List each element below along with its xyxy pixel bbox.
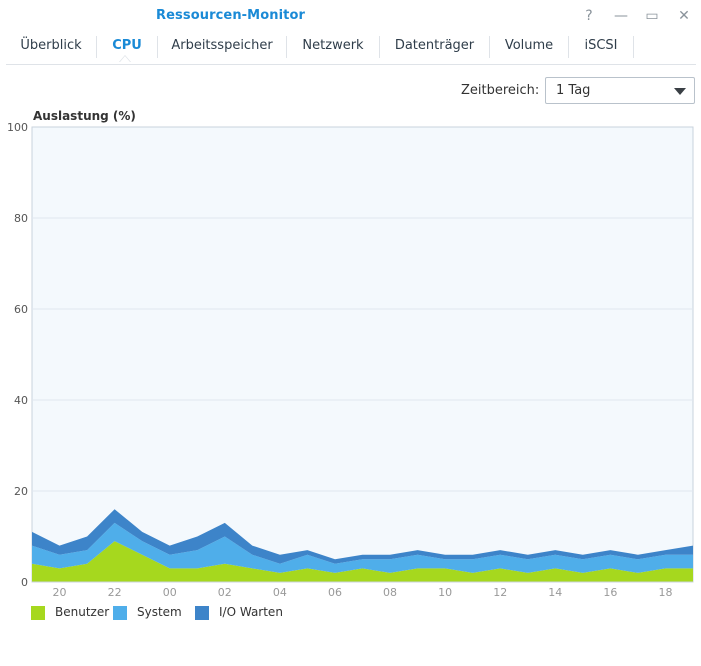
window-title: Ressourcen-Monitor <box>156 8 306 23</box>
chart-title: Auslastung (%) <box>33 109 136 123</box>
y-tick-label: 20 <box>14 485 28 498</box>
legend-label-user: Benutzer <box>55 605 110 619</box>
legend-label-system: System <box>137 605 182 619</box>
x-tick-label: 02 <box>218 586 232 599</box>
x-tick-label: 04 <box>273 586 287 599</box>
x-tick-label: 06 <box>328 586 342 599</box>
maximize-button[interactable]: ▭ <box>645 8 659 24</box>
minimize-button[interactable]: — <box>614 8 628 24</box>
help-button[interactable]: ? <box>585 8 593 24</box>
x-tick-label: 10 <box>438 586 452 599</box>
tab-volume[interactable]: Volume <box>504 38 554 53</box>
x-tick-label: 22 <box>108 586 122 599</box>
y-tick-label: 0 <box>21 576 28 589</box>
cpu-usage-chart: 0 20 40 60 80 100 20 22 00 02 04 06 08 10 12 14 16 18 <box>7 121 694 599</box>
active-tab-caret <box>119 55 131 62</box>
y-tick-label: 100 <box>7 121 28 134</box>
series-area-0 <box>32 541 693 582</box>
tab-network[interactable]: Netzwerk <box>302 38 364 53</box>
time-range-label: Zeitbereich: <box>461 83 540 98</box>
tab-iscsi[interactable]: iSCSI <box>584 38 618 53</box>
tab-separator <box>286 36 287 58</box>
x-tick-label: 12 <box>493 586 507 599</box>
tab-separator <box>568 36 569 58</box>
chevron-down-icon[interactable] <box>674 88 686 95</box>
tab-cpu[interactable]: CPU <box>112 38 142 53</box>
tab-disks[interactable]: Datenträger <box>394 38 475 53</box>
plot-area <box>31 126 694 583</box>
x-tick-label: 20 <box>53 586 67 599</box>
legend-swatch-system <box>113 606 127 620</box>
y-tick-label: 40 <box>14 394 28 407</box>
series-area-1 <box>32 522 693 573</box>
x-tick-label: 16 <box>603 586 617 599</box>
tab-separator <box>157 36 158 58</box>
time-range-select[interactable]: 1 Tag <box>545 77 695 104</box>
x-tick-label: 08 <box>383 586 397 599</box>
tab-separator <box>489 36 490 58</box>
x-tick-label: 18 <box>658 586 672 599</box>
y-tick-label: 80 <box>14 212 28 225</box>
legend-swatch-user <box>31 606 45 620</box>
time-range-value: 1 Tag <box>556 83 591 98</box>
y-tick-label: 60 <box>14 303 28 316</box>
close-button[interactable]: ✕ <box>678 8 690 24</box>
legend-label-io-wait: I/O Warten <box>219 605 283 619</box>
tab-overview[interactable]: Überblick <box>20 38 82 53</box>
window-titlebar: Ressourcen-Monitor ? — ▭ ✕ <box>0 0 701 32</box>
x-tick-label: 00 <box>163 586 177 599</box>
tab-bar: Überblick CPU Arbeitsspeicher Netzwerk D… <box>6 32 696 65</box>
legend-swatch-io-wait <box>195 606 209 620</box>
tab-separator <box>633 36 634 58</box>
tab-separator <box>379 36 380 58</box>
x-tick-label: 14 <box>548 586 562 599</box>
tab-separator <box>96 36 97 58</box>
tab-memory[interactable]: Arbeitsspeicher <box>171 38 273 53</box>
